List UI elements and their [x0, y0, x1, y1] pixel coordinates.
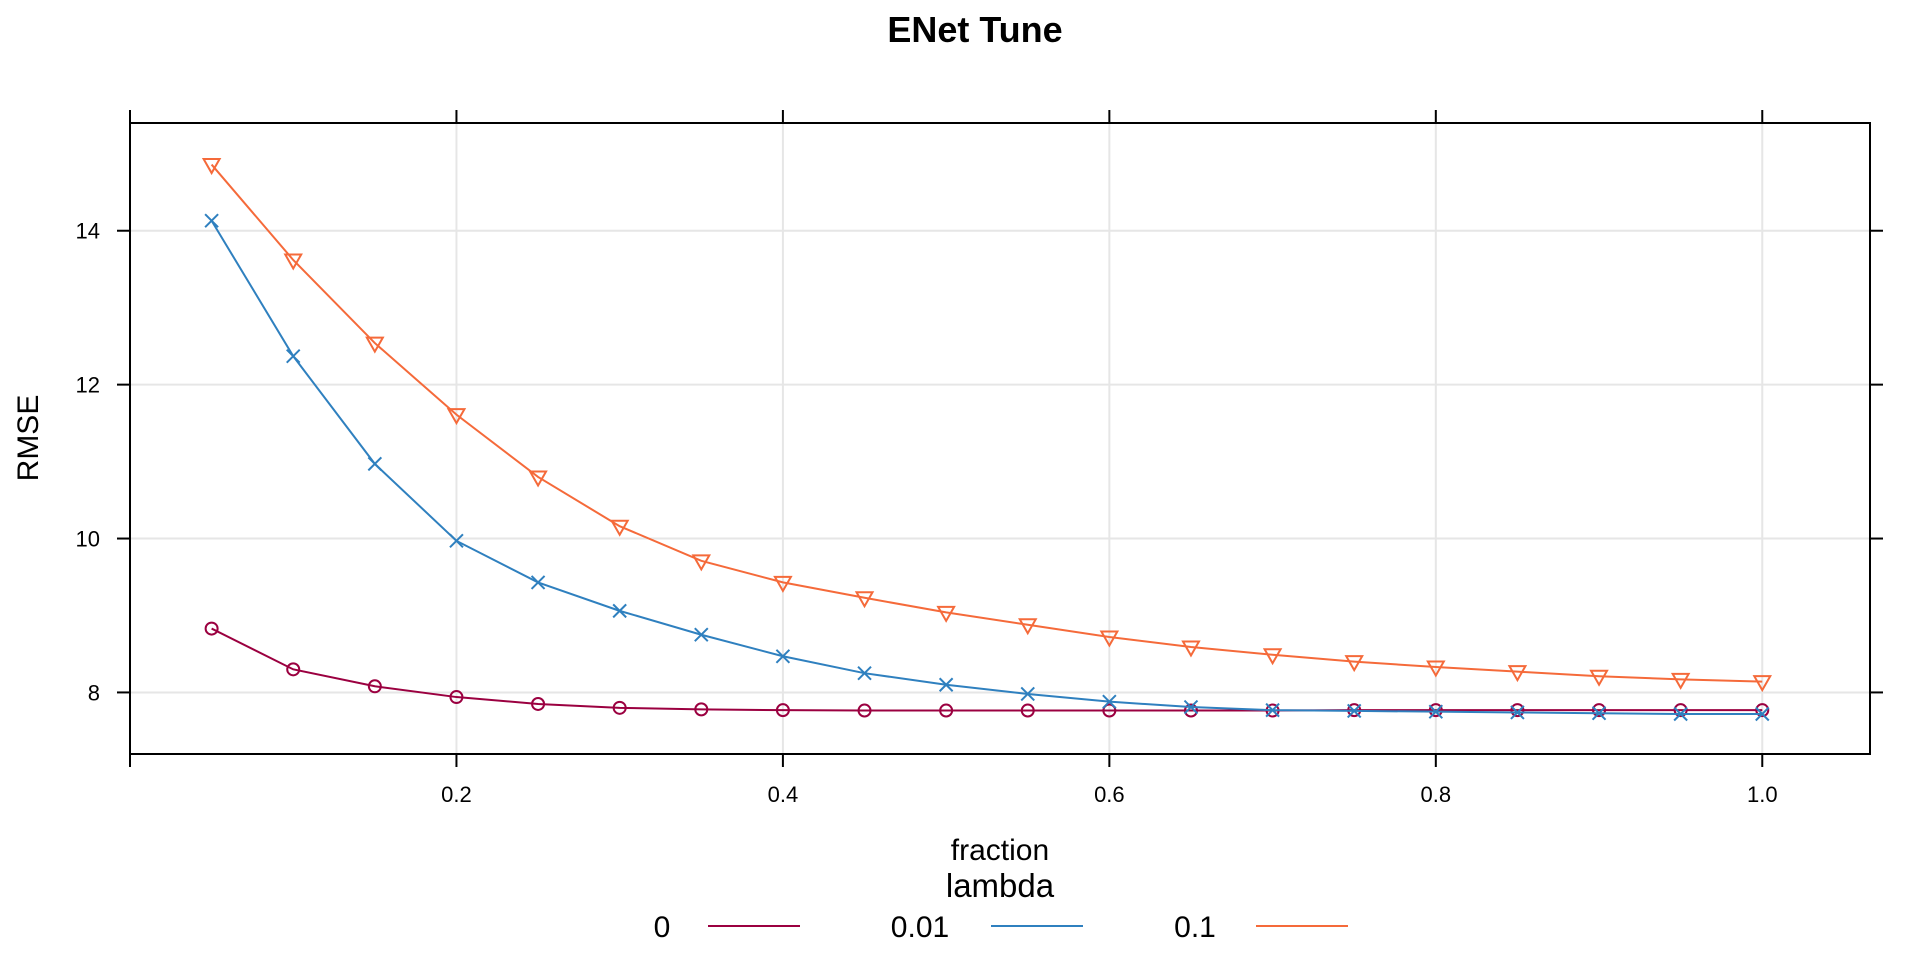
series-0.1 — [201, 158, 1772, 693]
point-triangle — [854, 591, 875, 609]
y-tick-label: 12 — [76, 373, 100, 398]
series-line — [210, 220, 1763, 715]
point-triangle — [1752, 675, 1772, 693]
point-circle — [1428, 703, 1443, 718]
point-cross — [1755, 706, 1770, 722]
point-triangle — [283, 253, 303, 271]
point-cross — [367, 456, 383, 472]
point-triangle — [609, 519, 630, 537]
x-tick-label: 0.6 — [1094, 782, 1125, 807]
x-tick-label: 0.8 — [1421, 782, 1452, 807]
point-cross — [612, 603, 627, 619]
point-circle — [775, 703, 790, 718]
point-circle — [449, 690, 464, 705]
series-0 — [204, 621, 1770, 718]
y-tick-label: 14 — [76, 219, 100, 244]
series-0.01 — [204, 213, 1770, 722]
point-cross — [938, 677, 954, 692]
y-tick-label: 10 — [76, 527, 100, 552]
plot-frame — [129, 122, 1871, 755]
point-cross — [1102, 694, 1117, 709]
point-circle — [367, 679, 382, 694]
point-triangle — [1589, 669, 1609, 687]
point-triangle — [1181, 640, 1201, 658]
point-cross — [286, 348, 301, 364]
point-triangle — [1670, 672, 1691, 690]
point-cross — [1346, 703, 1362, 719]
point-cross — [1265, 702, 1280, 718]
point-triangle — [365, 336, 385, 354]
point-triangle — [528, 470, 548, 488]
legend: 0 0.01 0.1 — [654, 911, 1348, 944]
point-triangle — [1344, 655, 1364, 673]
point-circle — [1020, 703, 1035, 718]
point-circle — [1673, 703, 1688, 718]
point-circle — [531, 696, 546, 711]
x-tick-label: 0.4 — [768, 782, 799, 807]
series-layer — [201, 158, 1772, 722]
point-circle — [694, 702, 709, 717]
chart-title: ENet Tune — [887, 9, 1062, 50]
legend-label: 0 — [654, 911, 671, 944]
point-cross — [694, 627, 709, 642]
point-cross — [775, 649, 791, 664]
y-tick-label: 8 — [88, 680, 100, 705]
grid — [130, 123, 1870, 754]
legend-label: 0.1 — [1174, 911, 1216, 944]
point-circle — [612, 700, 627, 715]
point-circle — [204, 621, 219, 636]
series-line — [211, 627, 1763, 712]
point-triangle — [1507, 665, 1528, 683]
point-triangle — [1426, 660, 1446, 678]
point-triangle — [446, 408, 467, 426]
point-circle — [857, 703, 872, 718]
point-cross — [1591, 706, 1607, 721]
point-triangle — [773, 575, 793, 593]
y-axis-label: RMSE — [12, 395, 45, 482]
series-line — [210, 163, 1763, 683]
point-cross — [449, 533, 464, 549]
point-cross — [530, 575, 546, 590]
legend-label: 0.01 — [891, 911, 949, 944]
point-cross — [857, 665, 872, 681]
x-tick-label: 1.0 — [1747, 782, 1778, 807]
point-circle — [1755, 703, 1770, 718]
point-cross — [1428, 704, 1444, 719]
x-axis-label: fraction — [951, 834, 1049, 867]
point-triangle — [201, 158, 222, 176]
point-triangle — [936, 605, 956, 623]
point-circle — [1592, 703, 1607, 718]
point-cross — [1183, 699, 1199, 715]
point-circle — [939, 703, 954, 718]
point-cross — [204, 213, 219, 228]
point-cross — [1673, 706, 1688, 722]
point-circle — [286, 662, 301, 677]
point-circle — [1102, 703, 1117, 718]
axis-ticks: 0.2 0.4 0.6 0.8 1.0 8 10 12 14 — [76, 110, 1883, 807]
legend-title: lambda — [946, 867, 1055, 904]
point-triangle — [1099, 630, 1120, 648]
point-cross — [1510, 705, 1525, 720]
point-circle — [1183, 703, 1198, 718]
point-triangle — [691, 554, 712, 572]
point-cross — [1020, 686, 1035, 702]
point-circle — [1510, 703, 1525, 718]
point-triangle — [1262, 648, 1283, 666]
point-triangle — [1018, 618, 1038, 636]
x-tick-label: 0.2 — [441, 782, 472, 807]
